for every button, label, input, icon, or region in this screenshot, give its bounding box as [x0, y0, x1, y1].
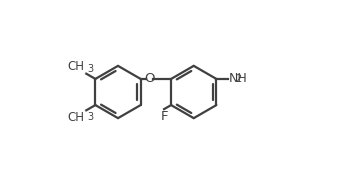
- Text: CH: CH: [68, 111, 85, 124]
- Text: CH: CH: [68, 60, 85, 73]
- Text: 3: 3: [87, 63, 93, 74]
- Text: 3: 3: [87, 112, 93, 122]
- Text: 2: 2: [235, 74, 241, 84]
- Text: F: F: [160, 110, 168, 123]
- Text: NH: NH: [228, 72, 247, 85]
- Text: O: O: [144, 72, 155, 85]
